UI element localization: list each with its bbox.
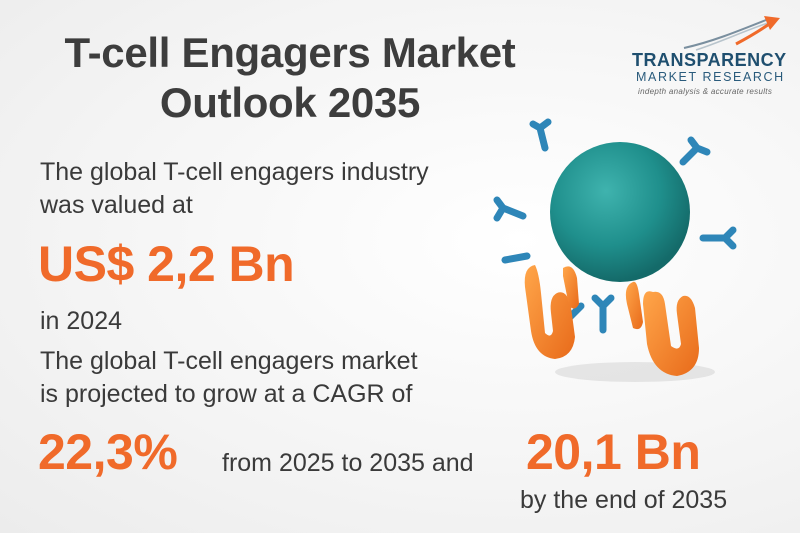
projection-line-1: The global T-cell engagers market [40, 347, 418, 375]
end-text: by the end of 2035 [520, 486, 728, 514]
cagr-value: 22,3% [38, 424, 178, 480]
orange-antibody-icons [524, 265, 699, 376]
projection-line-2: is projected to grow at a CAGR of [40, 380, 413, 408]
value-2035: 20,1 Bn [526, 424, 701, 480]
t-cell-illustration [493, 118, 737, 382]
page-title: T-cell Engagers Market Outlook 2035 [0, 28, 580, 128]
blue-antibody-icons [493, 118, 737, 334]
title-line-1: T-cell Engagers Market [64, 29, 516, 76]
t-cell-sphere [550, 142, 690, 282]
logo-subtitle: MARKET RESEARCH [636, 70, 785, 84]
company-logo: TRANSPARENCY MARKET RESEARCH indepth ana… [618, 12, 793, 102]
year-text: in 2024 [40, 307, 123, 335]
value-2024: US$ 2,2 Bn [38, 236, 295, 292]
valued-text-line-2: was valued at [40, 191, 193, 219]
logo-name: TRANSPARENCY [632, 50, 787, 70]
title-line-2: Outlook 2035 [159, 79, 421, 126]
arrow-swoosh-icon [683, 16, 780, 51]
period-text: from 2025 to 2035 and [222, 449, 474, 477]
logo-tagline: indepth analysis & accurate results [638, 87, 773, 96]
valued-text-line-1: The global T-cell engagers industry [40, 158, 429, 186]
